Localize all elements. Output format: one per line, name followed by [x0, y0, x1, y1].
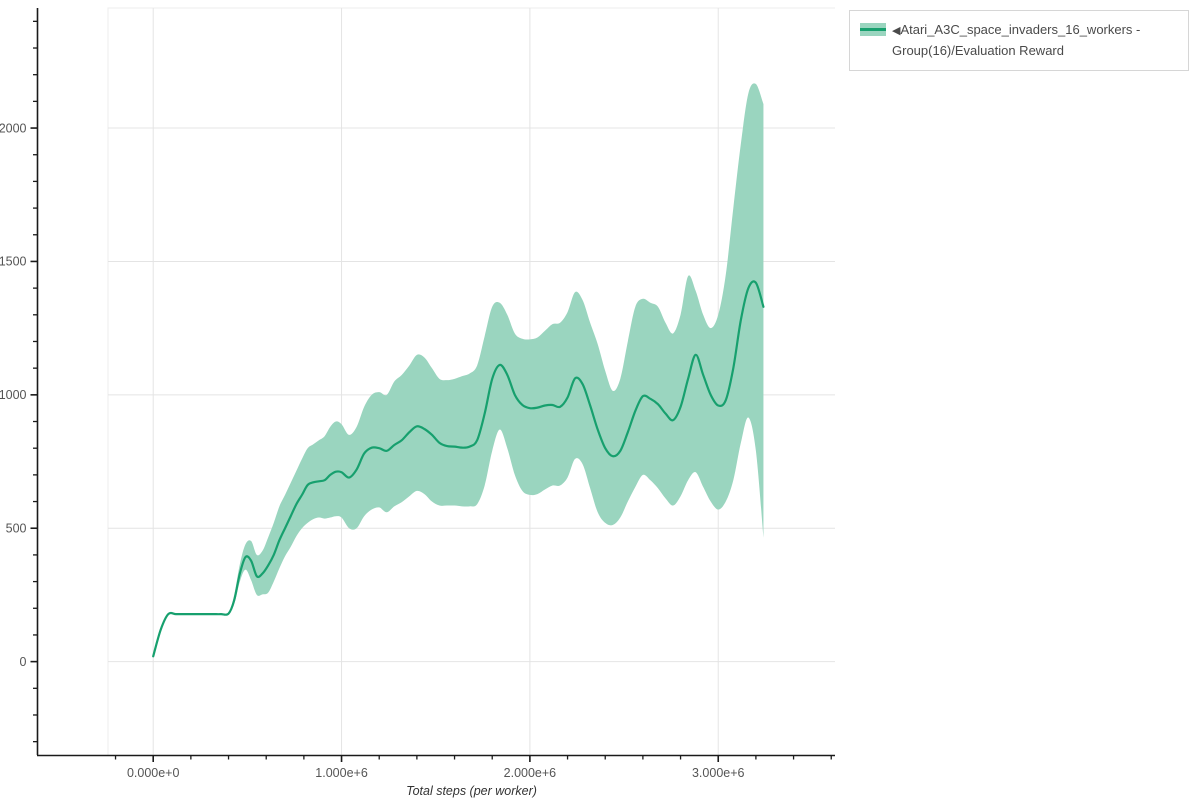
- x-tick-label: 3.000e+6: [692, 766, 745, 780]
- series-line: [152, 280, 765, 658]
- confidence-band: [153, 83, 764, 657]
- legend-line-swatch: [860, 28, 886, 31]
- y-tick-label: 1000: [0, 388, 27, 402]
- x-axis-tick-labels: 0.000e+0 1.000e+6 2.000e+6 3.000e+6: [127, 766, 745, 780]
- x-axis-title: Total steps (per worker): [406, 784, 537, 798]
- legend-label: Atari_A3C_space_invaders_16_workers - Gr…: [892, 22, 1141, 58]
- legend-swatch: [860, 21, 886, 38]
- x-tick-label: 2.000e+6: [504, 766, 557, 780]
- series-group: [152, 83, 765, 658]
- legend-collapse-icon[interactable]: ◀: [892, 25, 901, 37]
- y-tick-label: 0: [20, 655, 27, 669]
- plot-area-frame: [107, 7, 835, 755]
- y-axis-tick-labels: 0 500 1000 1500 2000: [0, 121, 27, 669]
- y-axis-ticks: [30, 20, 38, 743]
- y-tick-label: 2000: [0, 121, 27, 135]
- legend-entry-text: ◀Atari_A3C_space_invaders_16_workers - G…: [892, 20, 1178, 61]
- chart-legend[interactable]: ◀Atari_A3C_space_invaders_16_workers - G…: [849, 10, 1189, 71]
- x-axis-ticks: [114, 755, 832, 762]
- x-tick-label: 1.000e+6: [315, 766, 368, 780]
- y-tick-label: 1500: [0, 255, 27, 269]
- y-tick-label: 500: [6, 522, 27, 536]
- x-tick-label: 0.000e+0: [127, 766, 180, 780]
